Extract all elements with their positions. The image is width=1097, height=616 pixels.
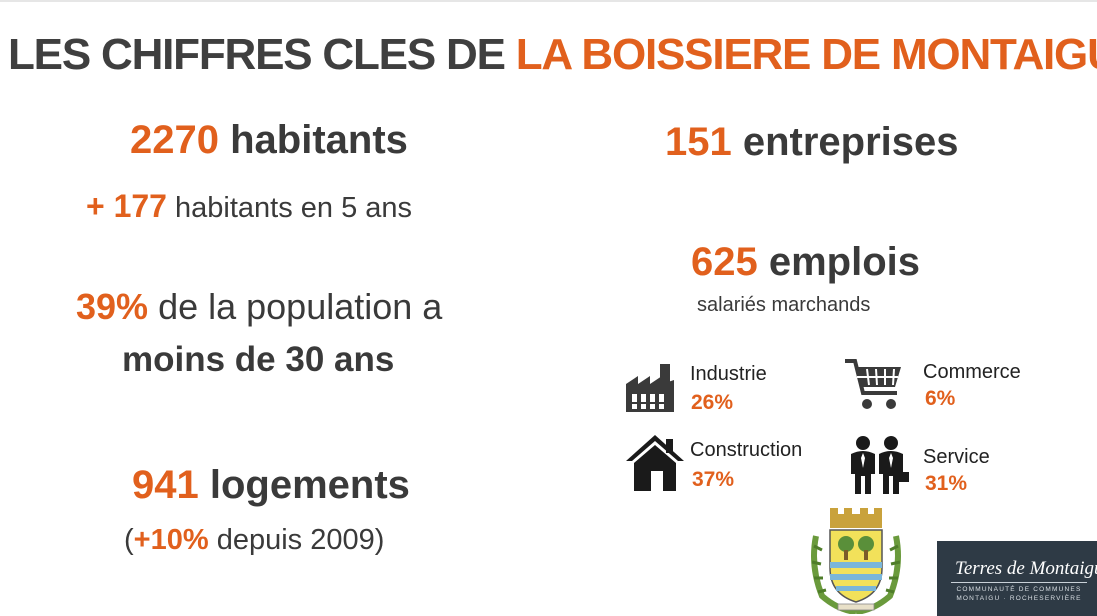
jobs-value: 625 xyxy=(691,240,758,284)
sector-construction-pct: 37% xyxy=(692,468,735,491)
logo-subtitle-1: COMMUNAUTÉ DE COMMUNES xyxy=(956,586,1082,593)
sector-construction-name: Construction xyxy=(690,439,803,461)
housing-value: 941 xyxy=(132,463,199,507)
jobs-label: emplois xyxy=(757,240,921,284)
housing-note-open: ( xyxy=(124,524,134,556)
sector-industrie-pct: 26% xyxy=(691,391,734,414)
companies-stat: 151 entreprises xyxy=(665,120,959,165)
growth-label: habitants en 5 ans xyxy=(166,192,413,224)
top-divider xyxy=(0,0,1097,2)
page-title: LES CHIFFRES CLES DE LA BOISSIERE DE MON… xyxy=(8,30,1097,80)
young-value: 39% xyxy=(76,286,149,327)
logo-divider xyxy=(951,582,1087,583)
sector-commerce-name: Commerce xyxy=(923,361,1021,383)
sector-service-pct: 31% xyxy=(925,472,968,495)
factory-icon xyxy=(626,364,674,412)
companies-value: 151 xyxy=(665,120,732,164)
housing-label: logements xyxy=(198,463,410,507)
sector-commerce-pct: 6% xyxy=(925,387,956,410)
businessmen-icon xyxy=(851,436,909,494)
young-label: de la population a xyxy=(148,286,443,327)
logo-main-text: Terres de Montaigu xyxy=(955,558,1097,579)
jobs-subtitle: salariés marchands xyxy=(697,294,871,316)
population-label: habitants xyxy=(218,118,408,162)
title-prefix: LES CHIFFRES CLES DE xyxy=(8,30,516,79)
companies-label: entreprises xyxy=(731,120,959,164)
housing-note: (+10% depuis 2009) xyxy=(124,524,384,557)
jobs-stat: 625 emplois xyxy=(691,240,920,285)
terres-de-montaigu-logo: Terres de Montaigu COMMUNAUTÉ DE COMMUNE… xyxy=(937,541,1097,616)
house-icon xyxy=(626,435,684,491)
title-highlight: LA BOISSIERE DE MONTAIGU xyxy=(515,30,1097,79)
growth-value: + 177 xyxy=(86,188,167,224)
young-stat-line2: moins de 30 ans xyxy=(122,340,395,379)
young-stat: 39% de la population a xyxy=(76,286,442,328)
sector-industrie-name: Industrie xyxy=(690,363,767,385)
sector-service-name: Service xyxy=(923,446,990,468)
population-value: 2270 xyxy=(130,118,219,162)
shopping-cart-icon xyxy=(845,359,901,409)
coat-of-arms-icon xyxy=(811,508,901,614)
housing-stat: 941 logements xyxy=(132,463,410,508)
housing-note-rest: depuis 2009) xyxy=(208,524,385,556)
logo-subtitle-2: MONTAIGU · ROCHESERVIÈRE xyxy=(956,595,1082,602)
population-stat: 2270 habitants xyxy=(130,118,408,163)
growth-stat: + 177 habitants en 5 ans xyxy=(86,188,412,225)
housing-note-value: +10% xyxy=(133,524,209,556)
